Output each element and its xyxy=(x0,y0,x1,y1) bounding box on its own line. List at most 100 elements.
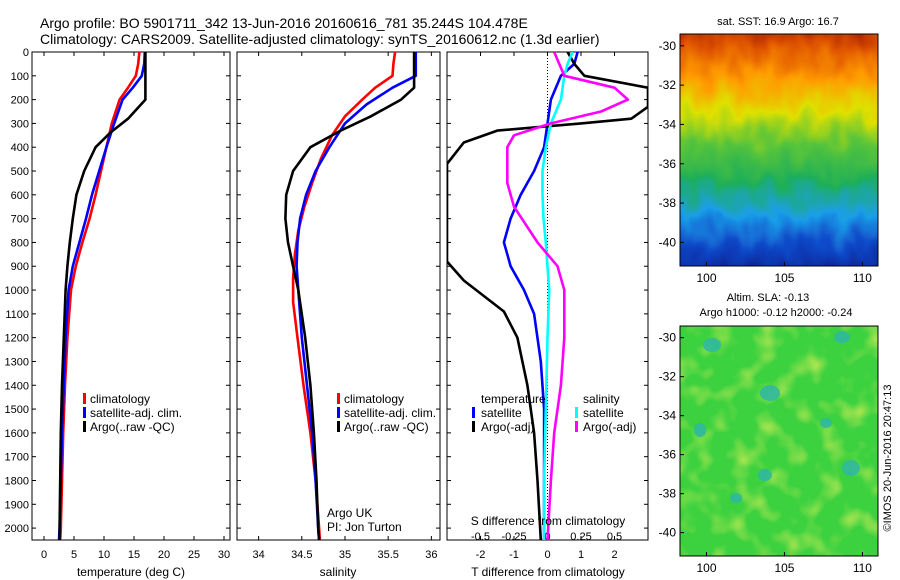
s-tick-label: -0.25 xyxy=(501,531,526,543)
map-x-tick-label: 105 xyxy=(774,561,794,575)
title-line-1: Argo profile: BO 5901711_342 13-Jun-2016… xyxy=(40,15,528,31)
map-y-tick-label: -38 xyxy=(659,487,677,501)
depth-tick-label: 1700 xyxy=(5,452,29,464)
map-x-tick-label: 100 xyxy=(696,271,716,285)
depth-tick-label: 100 xyxy=(11,71,29,83)
series-line-argo-raw-qc- xyxy=(284,52,416,540)
legend-label-satellite: satellite-adj. clim. xyxy=(90,406,182,420)
legend-swatch-s-satellite xyxy=(575,407,578,418)
series-line-satellite-adj-clim- xyxy=(295,52,418,540)
sst-map-frame xyxy=(679,33,879,267)
imos-timestamp: ©IMOS 20-Jun-2016 20:47:13 xyxy=(882,385,894,532)
map-y-tick-label: -32 xyxy=(659,78,677,92)
legend-swatch-climatology xyxy=(83,393,86,404)
sst-map-ticks: 100 105 110 -30 -32 -34 -36 -38 -40 xyxy=(659,39,873,285)
series-line-argo-adj- xyxy=(505,52,630,540)
depth-tick-label: 800 xyxy=(11,237,29,249)
legend-swatch-climatology xyxy=(337,393,340,404)
depth-tick-label: 600 xyxy=(11,190,29,202)
salinity-annotation-line-2: PI: Jon Turton xyxy=(327,520,402,534)
legend-swatch-satellite xyxy=(83,407,86,418)
depth-tick-label: 700 xyxy=(11,214,29,226)
x-tick-label: 35 xyxy=(339,549,351,561)
legend-swatch-t-satellite xyxy=(472,407,475,418)
sla-map-frame xyxy=(679,325,879,557)
series-line-satellite-adj-clim- xyxy=(57,52,147,540)
x-tick-label: 0 xyxy=(544,549,550,561)
series-line-satellite xyxy=(502,52,579,540)
map-x-tick-label: 100 xyxy=(696,561,716,575)
legend-heading-salinity: salinity xyxy=(583,392,620,406)
sst-map-panel: sat. SST: 16.9 Argo: 16.7 100 105 110 -30 -3… xyxy=(659,16,879,285)
temperature-panel: 0100200300400500600700800900100011001200… xyxy=(5,47,231,579)
map-y-tick-label: -36 xyxy=(659,448,677,462)
sst-map-title: sat. SST: 16.9 Argo: 16.7 xyxy=(717,16,839,28)
x-tick-label: 15 xyxy=(128,549,140,561)
legend-label-s-satellite: satellite xyxy=(583,406,624,420)
depth-tick-label: 1900 xyxy=(5,499,29,511)
difference-panel: -2 -1 0 1 2-0.5 -0.25 0 0.25 0.5 S difference fr… xyxy=(446,51,649,579)
legend-swatch-t-argo xyxy=(472,421,475,432)
map-y-tick-label: -30 xyxy=(659,331,677,345)
series-line-climatology xyxy=(58,52,141,540)
depth-tick-label: 500 xyxy=(11,166,29,178)
depth-tick-label: 1300 xyxy=(5,356,29,368)
legend-heading-temperature: temperature xyxy=(481,392,546,406)
map-x-tick-label: 105 xyxy=(774,271,794,285)
sla-map-panel: Altim. SLA: -0.13 Argo h1000: -0.12 h200… xyxy=(659,292,879,575)
depth-tick-label: 1800 xyxy=(5,475,29,487)
s-tick-label: 0.5 xyxy=(607,531,622,543)
legend-label-s-argo: Argo(-adj) xyxy=(583,420,636,434)
temperature-x-label: temperature (deg C) xyxy=(77,565,185,579)
depth-tick-label: 1000 xyxy=(5,285,29,297)
series-line-argo-raw-qc- xyxy=(58,52,147,540)
sst-map-field xyxy=(680,34,878,266)
title-line-2: Climatology: CARS2009. Satellite-adjuste… xyxy=(40,31,600,47)
difference-top-axis-label: S difference from climatology xyxy=(471,514,626,528)
series-line-argo-adj- xyxy=(447,52,648,540)
salinity-x-label: salinity xyxy=(320,565,357,579)
depth-tick-label: 1500 xyxy=(5,404,29,416)
legend-label-t-satellite: satellite xyxy=(481,406,522,420)
x-tick-label: 20 xyxy=(158,549,170,561)
map-y-tick-label: -40 xyxy=(659,526,677,540)
salinity-plot-frame xyxy=(236,51,441,541)
legend-label-climatology: climatology xyxy=(90,392,150,406)
series-line-satellite xyxy=(541,52,574,540)
difference-ticks: -2 -1 0 1 2-0.5 -0.25 0 0.25 0.5 xyxy=(447,51,648,561)
depth-tick-label: 1200 xyxy=(5,333,29,345)
map-x-tick-label: 110 xyxy=(853,561,872,575)
map-x-tick-label: 110 xyxy=(853,271,872,285)
map-y-tick-label: -38 xyxy=(659,196,677,210)
map-y-tick-label: -30 xyxy=(659,39,677,53)
depth-tick-label: 900 xyxy=(11,261,29,273)
x-tick-label: 34 xyxy=(252,549,264,561)
salinity-annotation-line-1: Argo UK xyxy=(327,506,372,520)
sla-map-title-2: Argo h1000: -0.12 h2000: -0.24 xyxy=(700,307,853,319)
legend-label-argo: Argo(..raw -QC) xyxy=(344,420,429,434)
legend-label-argo: Argo(..raw -QC) xyxy=(90,420,175,434)
legend-label-satellite: satellite-adj. clim. xyxy=(344,406,436,420)
depth-tick-label: 1600 xyxy=(5,428,29,440)
salinity-panel: 34 34.5 35 35.5 36 Argo UK PI: Jon Turton sa… xyxy=(236,51,441,579)
x-tick-label: 5 xyxy=(71,549,77,561)
temperature-legend: climatology satellite-adj. clim. Argo(..… xyxy=(83,392,182,434)
salinity-lines xyxy=(284,52,418,540)
legend-swatch-argo xyxy=(83,421,86,432)
x-tick-label: 25 xyxy=(188,549,200,561)
s-tick-label: 0.25 xyxy=(570,531,591,543)
depth-tick-label: 0 xyxy=(23,47,29,59)
sla-map-lows xyxy=(694,331,860,503)
depth-tick-label: 1100 xyxy=(5,309,29,321)
map-y-tick-label: -40 xyxy=(659,235,677,249)
temperature-plot-frame xyxy=(31,51,231,541)
salinity-legend: climatology satellite-adj. clim. Argo(..… xyxy=(337,392,436,434)
x-tick-label: 36 xyxy=(425,549,437,561)
x-tick-label: 0 xyxy=(41,549,47,561)
depth-tick-label: 200 xyxy=(11,95,29,107)
difference-x-label: T difference from climatology xyxy=(471,565,625,579)
x-tick-label: 2 xyxy=(611,549,617,561)
depth-tick-label: 1400 xyxy=(5,380,29,392)
legend-swatch-satellite xyxy=(337,407,340,418)
map-y-tick-label: -34 xyxy=(659,409,677,423)
